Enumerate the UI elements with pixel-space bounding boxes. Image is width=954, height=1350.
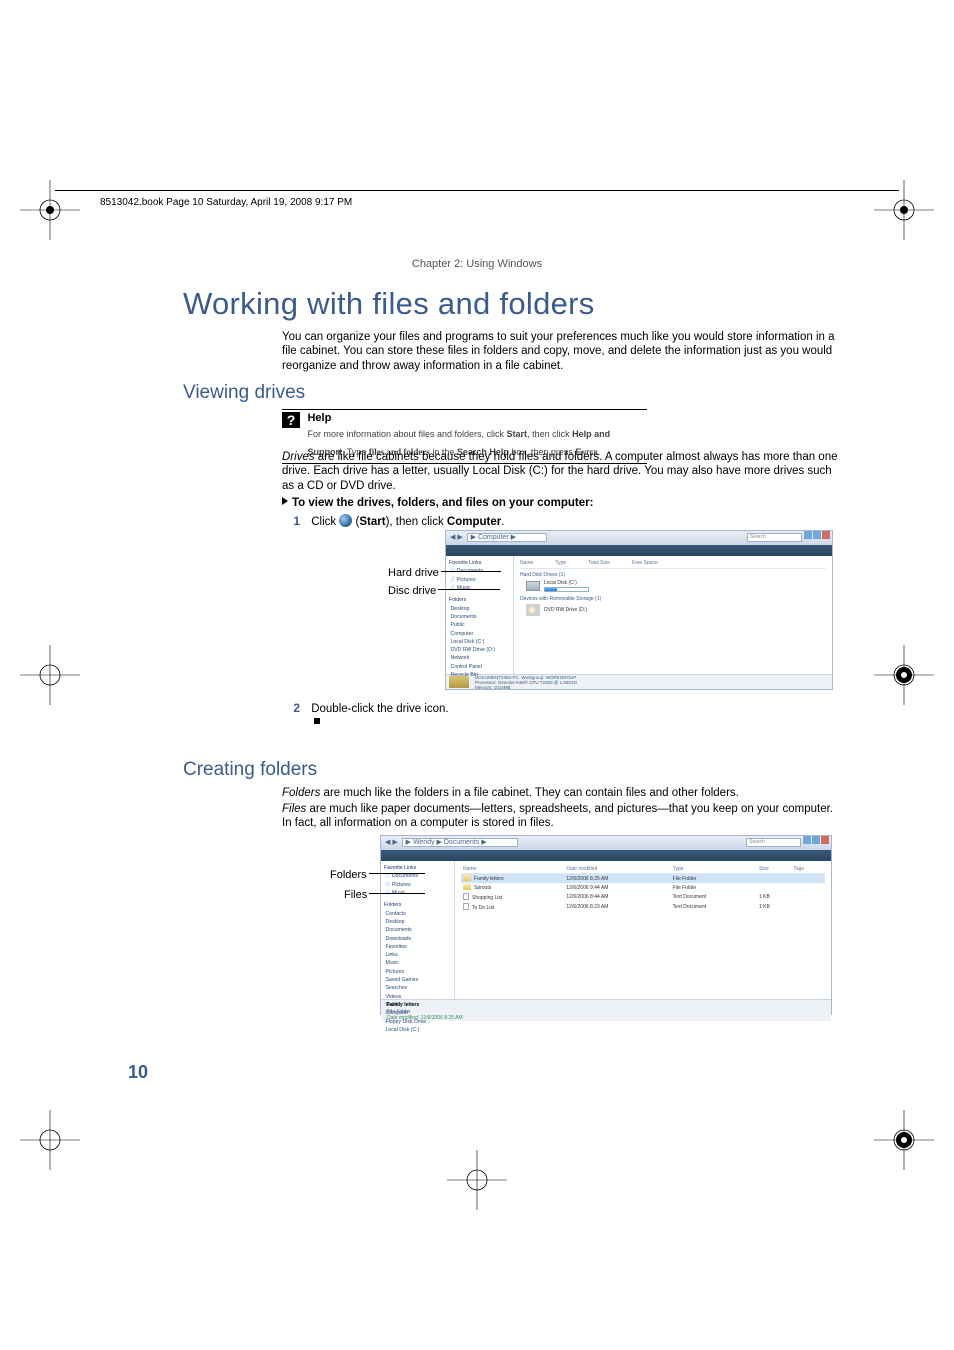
crop-mark-ml (20, 645, 80, 705)
step-2: 2 Double-click the drive icon. (282, 701, 449, 715)
crop-mark-tr (874, 180, 934, 240)
crop-mark-bl (20, 1110, 80, 1170)
step-1: 1 Click (Start), then click Computer. (282, 514, 504, 528)
section-heading-creating: Creating folders (183, 759, 317, 781)
breadcrumb: ◀ ▶ ▶ Wendy ▶ Documents ▶ (385, 838, 518, 846)
callout-hard-drive: Hard drive (388, 567, 501, 579)
documents-window-screenshot: ◀ ▶ ▶ Wendy ▶ Documents ▶ Search Favorit… (380, 835, 832, 1015)
main-pane: NameDate modifiedTypeSizeTags Family let… (455, 861, 831, 999)
help-icon: ? (282, 412, 300, 428)
crop-mark-mr (874, 645, 934, 705)
crop-mark-bc (447, 1150, 507, 1210)
page-title: Working with files and folders (183, 286, 595, 322)
help-title: Help (307, 412, 642, 424)
search-box: Search (746, 838, 801, 847)
steps-heading: To view the drives, folders, and files o… (282, 497, 593, 509)
triangle-icon (282, 497, 288, 505)
crop-mark-tl (20, 180, 80, 240)
chapter-header: Chapter 2: Using Windows (0, 258, 954, 270)
computer-window-screenshot: ◀ ▶ ▶ Computer ▶ Search Favorite Links 📄… (445, 530, 833, 690)
page-number: 10 (128, 1062, 148, 1083)
callout-folders: Folders (330, 869, 425, 881)
breadcrumb: ◀ ▶ ▶ Computer ▶ (450, 533, 547, 541)
status-bar: DOCUMENT2350-PC Workgroup: WORKGROUP Pro… (446, 674, 832, 689)
start-orb-icon (339, 514, 352, 527)
crop-mark-br (874, 1110, 934, 1170)
step-number: 2 (282, 701, 300, 715)
end-of-steps-icon (314, 718, 320, 724)
sidebar: Favorite Links 📄 Documents📄 Pictures📄 Mu… (381, 861, 455, 999)
drives-paragraph: Drives are like file cabinets because th… (282, 450, 838, 493)
page-header-meta: 8513042.book Page 10 Saturday, April 19,… (100, 197, 352, 208)
search-box: Search (747, 533, 802, 542)
step-number: 1 (282, 514, 300, 528)
folders-paragraph: Folders are much like the folders in a f… (282, 786, 838, 801)
files-paragraph: Files are much like paper documents—lett… (282, 802, 838, 831)
section-heading-viewing: Viewing drives (183, 382, 305, 404)
intro-paragraph: You can organize your files and programs… (282, 330, 838, 373)
callout-files: Files (344, 889, 425, 901)
callout-disc-drive: Disc drive (388, 585, 500, 597)
hard-drive-icon (526, 581, 540, 591)
main-pane: NameTypeTotal SizeFree Space Hard Disk D… (514, 556, 832, 674)
dvd-drive-icon (526, 604, 540, 616)
